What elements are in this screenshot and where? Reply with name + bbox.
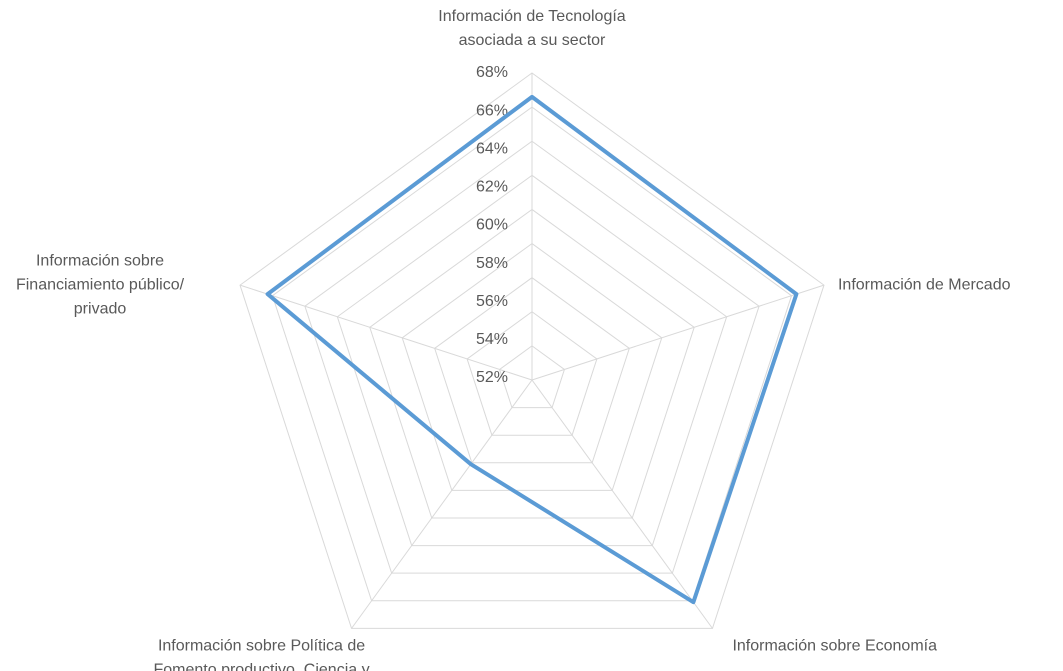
r-tick-label: 56% bbox=[476, 293, 508, 310]
r-tick-label: 54% bbox=[476, 331, 508, 348]
r-tick-label: 60% bbox=[476, 217, 508, 234]
spoke bbox=[531, 284, 825, 381]
grid-ring bbox=[434, 277, 630, 464]
category-label: Información sobre Política de bbox=[158, 638, 365, 655]
category-label: asociada a su sector bbox=[459, 32, 606, 49]
spoke bbox=[351, 379, 533, 629]
category-label: privado bbox=[74, 300, 127, 317]
category-label: Fomento productivo, Ciencia y bbox=[153, 662, 369, 671]
category-label: Información de Mercado bbox=[838, 276, 1011, 293]
category-label: Información de Tecnología bbox=[438, 8, 625, 25]
spoke bbox=[531, 379, 713, 629]
data-line bbox=[265, 94, 799, 605]
category-label: Financiamiento público/ bbox=[16, 276, 185, 293]
grid-ring bbox=[498, 345, 566, 409]
grid-ring bbox=[401, 242, 663, 491]
r-tick-label: 58% bbox=[476, 255, 508, 272]
category-label: Información sobre Economía bbox=[732, 638, 937, 655]
grid-ring bbox=[239, 72, 825, 629]
r-tick-label: 52% bbox=[476, 369, 508, 386]
grid-ring bbox=[369, 208, 695, 519]
category-label: Información sobre bbox=[36, 252, 164, 269]
grid-ring bbox=[466, 311, 598, 436]
r-tick-label: 68% bbox=[476, 64, 508, 81]
grid-ring bbox=[271, 106, 793, 602]
r-tick-label: 62% bbox=[476, 179, 508, 196]
grid-ring bbox=[336, 174, 728, 547]
grid-ring bbox=[304, 140, 760, 574]
r-tick-label: 66% bbox=[476, 102, 508, 119]
spoke bbox=[239, 284, 533, 381]
r-tick-label: 64% bbox=[476, 140, 508, 157]
